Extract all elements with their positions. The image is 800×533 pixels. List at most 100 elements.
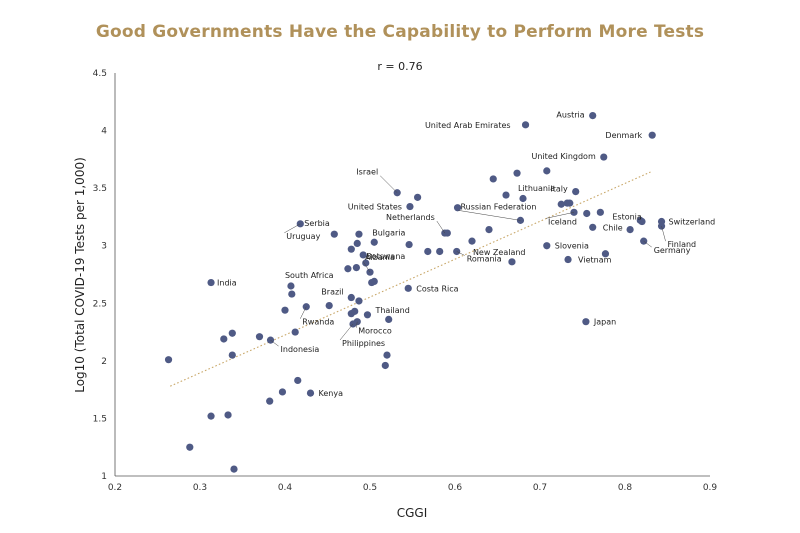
data-point xyxy=(330,230,338,238)
y-tick-label: 1.5 xyxy=(93,414,107,424)
data-point xyxy=(164,356,173,364)
trendline xyxy=(170,171,651,387)
data-point xyxy=(572,187,580,196)
point-label: Rwanda xyxy=(302,318,334,327)
y-tick-label: 3.5 xyxy=(93,184,107,194)
point-label: Costa Rica xyxy=(416,284,458,293)
point-label: United Kingdom xyxy=(532,152,596,161)
data-point xyxy=(325,301,333,310)
data-point xyxy=(489,175,497,183)
data-point xyxy=(220,335,228,343)
data-point xyxy=(570,208,578,216)
data-point xyxy=(281,306,289,314)
point-label: United States xyxy=(348,203,402,212)
point-label: Israel xyxy=(356,168,378,177)
chart-title: Good Governments Have the Capability to … xyxy=(95,22,705,42)
data-point xyxy=(186,443,194,451)
data-point xyxy=(370,238,378,246)
data-point xyxy=(355,230,363,238)
data-point xyxy=(344,265,352,273)
point-label: Albania xyxy=(365,253,395,262)
label-leader-line xyxy=(284,223,301,234)
y-tick-label: 2.5 xyxy=(93,299,107,309)
data-point xyxy=(294,376,302,385)
point-label: New Zealand xyxy=(473,248,526,257)
data-point xyxy=(626,225,634,234)
x-tick-label: 0.6 xyxy=(448,483,463,493)
data-point xyxy=(207,278,215,287)
point-label: Morocco xyxy=(358,327,392,336)
data-point xyxy=(296,220,304,228)
data-point xyxy=(436,247,444,256)
data-point xyxy=(291,328,299,336)
data-point xyxy=(543,242,551,250)
label-leader-line xyxy=(356,321,358,328)
point-label: Serbia xyxy=(304,219,330,228)
data-point xyxy=(385,315,393,324)
label-leader-line xyxy=(545,212,575,219)
point-label: Netherlands xyxy=(386,213,435,222)
x-tick-label: 0.9 xyxy=(703,483,718,493)
label-leader-line xyxy=(436,220,446,234)
x-tick-label: 0.2 xyxy=(108,483,122,493)
data-point xyxy=(468,237,476,245)
label-leader-line xyxy=(270,339,279,347)
data-point xyxy=(513,169,521,177)
point-label: Russian Federation xyxy=(460,202,536,211)
label-leader-line xyxy=(380,175,398,193)
data-point xyxy=(353,239,361,248)
point-label: Switzerland xyxy=(669,218,716,227)
data-point xyxy=(443,229,451,237)
point-label: Germany xyxy=(654,246,691,255)
point-label: Japan xyxy=(593,318,616,327)
point-label: India xyxy=(217,279,237,288)
data-point xyxy=(508,258,516,266)
x-axis-title: CGGI xyxy=(397,506,428,520)
data-point xyxy=(228,351,236,359)
point-labels: Austria Denmark United Arab Emirates United… xyxy=(217,111,715,398)
data-point xyxy=(306,389,315,397)
label-leader-line xyxy=(661,226,666,242)
data-point xyxy=(519,194,527,203)
data-point xyxy=(414,193,422,201)
label-leader-line xyxy=(362,261,371,273)
point-label: Austria xyxy=(556,111,584,120)
data-point xyxy=(582,318,590,326)
data-point xyxy=(347,245,355,253)
point-label: Botswana xyxy=(366,252,405,261)
point-label: Estonia xyxy=(612,212,642,221)
label-leader-line xyxy=(643,240,652,248)
data-point xyxy=(521,121,530,129)
y-tick-label: 4 xyxy=(101,127,107,137)
data-point xyxy=(381,361,389,370)
label-leader-line xyxy=(456,251,465,256)
data-point xyxy=(363,311,372,319)
label-leader-line xyxy=(458,210,521,221)
data-point xyxy=(347,293,355,302)
y-axis-title: Log10 (Total COVID-19 Tests per 1,000) xyxy=(73,157,87,393)
data-point xyxy=(351,307,359,315)
data-point xyxy=(543,167,551,175)
y-tick-label: 4.5 xyxy=(93,69,107,79)
data-point xyxy=(224,411,232,419)
data-point xyxy=(406,202,414,211)
data-point xyxy=(228,329,236,337)
point-label: Bulgaria xyxy=(372,228,405,237)
point-label: Iceland xyxy=(548,217,577,226)
point-label: Italy xyxy=(550,185,568,194)
data-points xyxy=(164,112,666,473)
data-point xyxy=(207,412,215,420)
point-label: Indonesia xyxy=(281,345,320,354)
x-tick-label: 0.4 xyxy=(278,483,293,493)
data-point xyxy=(383,351,391,359)
point-label: Vietnam xyxy=(578,256,612,265)
data-point xyxy=(596,208,604,216)
y-tick-label: 2 xyxy=(101,357,107,367)
y-tick-labels: 1 1.5 2 2.5 3 3.5 4 4.5 xyxy=(93,69,108,482)
point-label: Finland xyxy=(668,240,697,249)
point-label: South Africa xyxy=(285,271,334,280)
data-point xyxy=(278,388,287,396)
data-point xyxy=(557,200,565,208)
point-label: Philippines xyxy=(342,339,385,348)
data-point xyxy=(368,278,376,287)
